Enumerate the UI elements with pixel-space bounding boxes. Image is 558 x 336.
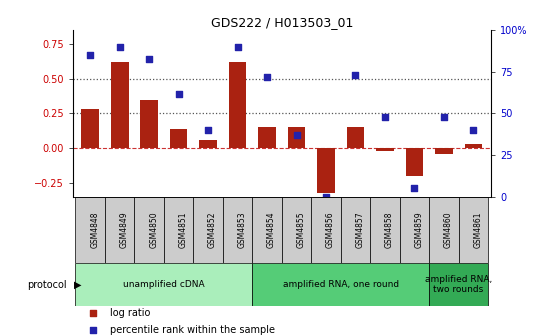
Bar <box>170 129 187 148</box>
Point <box>351 73 360 78</box>
Bar <box>111 62 128 148</box>
Bar <box>347 127 364 148</box>
Bar <box>317 148 335 193</box>
Point <box>86 52 95 58</box>
Point <box>174 91 183 96</box>
Point <box>469 127 478 133</box>
Text: GSM4852: GSM4852 <box>208 212 217 248</box>
Text: GSM4856: GSM4856 <box>326 212 335 248</box>
Bar <box>429 197 459 263</box>
Text: amplified RNA,
two rounds: amplified RNA, two rounds <box>425 275 492 294</box>
Point <box>263 74 272 80</box>
Bar <box>252 197 282 263</box>
Point <box>89 310 98 316</box>
Bar <box>288 127 305 148</box>
Point <box>410 186 419 191</box>
Text: GSM4855: GSM4855 <box>296 212 306 248</box>
Text: GSM4849: GSM4849 <box>120 212 129 248</box>
Text: GSM4854: GSM4854 <box>267 212 276 248</box>
Bar <box>258 127 276 148</box>
Bar <box>105 197 134 263</box>
Bar <box>134 197 164 263</box>
Text: protocol: protocol <box>27 280 67 290</box>
Text: GSM4853: GSM4853 <box>238 212 247 248</box>
Point <box>439 114 448 120</box>
Text: GSM4861: GSM4861 <box>473 212 482 248</box>
Bar <box>140 99 158 148</box>
Text: GSM4848: GSM4848 <box>90 212 99 248</box>
Bar <box>229 62 247 148</box>
Point <box>321 194 330 200</box>
Point <box>145 56 153 61</box>
Bar <box>376 148 394 151</box>
Bar <box>311 197 341 263</box>
Bar <box>400 197 429 263</box>
Bar <box>252 263 429 306</box>
Title: GDS222 / H013503_01: GDS222 / H013503_01 <box>210 16 353 29</box>
Bar <box>435 148 453 154</box>
Text: unamplified cDNA: unamplified cDNA <box>123 280 205 289</box>
Bar <box>194 197 223 263</box>
Point <box>116 44 124 50</box>
Bar <box>282 197 311 263</box>
Bar <box>164 197 194 263</box>
Text: GSM4857: GSM4857 <box>355 212 364 248</box>
Bar <box>81 109 99 148</box>
Bar <box>464 144 482 148</box>
Text: log ratio: log ratio <box>110 308 151 318</box>
Bar <box>429 263 488 306</box>
Bar <box>406 148 424 176</box>
Bar <box>341 197 370 263</box>
Text: amplified RNA, one round: amplified RNA, one round <box>283 280 399 289</box>
Point <box>292 132 301 138</box>
Point <box>204 127 213 133</box>
Point <box>89 327 98 333</box>
Text: ▶: ▶ <box>74 280 81 290</box>
Point <box>233 44 242 50</box>
Text: GSM4859: GSM4859 <box>415 212 424 248</box>
Text: GSM4850: GSM4850 <box>149 212 158 248</box>
Text: GSM4860: GSM4860 <box>444 212 453 248</box>
Bar <box>75 263 252 306</box>
Bar <box>370 197 400 263</box>
Text: GSM4851: GSM4851 <box>179 212 187 248</box>
Text: GSM4858: GSM4858 <box>385 212 394 248</box>
Bar <box>223 197 252 263</box>
Bar <box>75 197 105 263</box>
Bar <box>199 140 217 148</box>
Bar <box>459 197 488 263</box>
Text: percentile rank within the sample: percentile rank within the sample <box>110 325 275 335</box>
Point <box>381 114 389 120</box>
